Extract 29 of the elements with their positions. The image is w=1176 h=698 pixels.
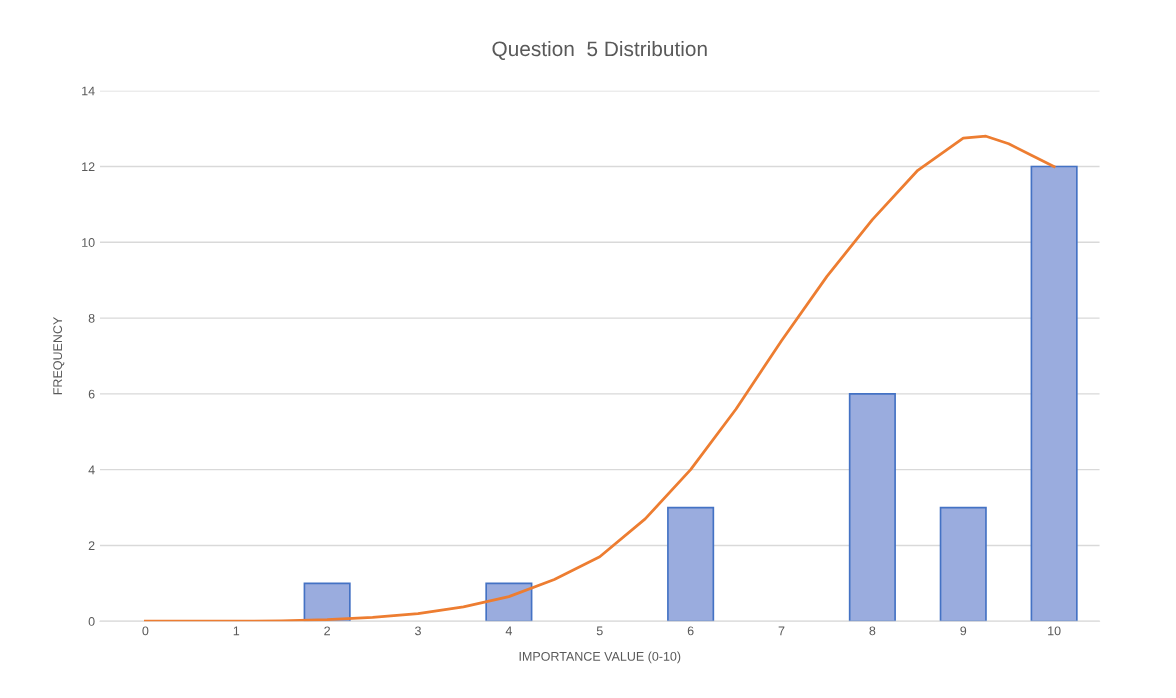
x-tick-label: 6 <box>687 626 694 636</box>
x-tick-label: 4 <box>505 626 512 636</box>
bar <box>485 582 533 622</box>
x-tick-label: 2 <box>324 626 330 636</box>
x-tick-label: 10 <box>1048 626 1061 636</box>
y-tick-label: 6 <box>88 389 95 399</box>
line-series <box>144 134 1056 622</box>
y-tick-label: 2 <box>88 541 95 550</box>
bar <box>1030 165 1078 622</box>
x-tick-label: 0 <box>142 626 149 636</box>
bar <box>667 506 715 622</box>
x-tick-label: 9 <box>960 626 967 636</box>
y-tick-label: 14 <box>82 86 95 96</box>
x-tick-label: 5 <box>596 626 603 636</box>
bar <box>939 506 987 622</box>
x-tick-label: 3 <box>415 626 421 636</box>
bar <box>848 393 896 622</box>
x-tick-label: 8 <box>869 626 876 636</box>
x-tick-label: 1 <box>233 626 240 636</box>
y-axis-title: FREQUENCY <box>53 317 65 395</box>
y-tick-label: 4 <box>88 465 95 475</box>
y-tick-label: 12 <box>82 162 95 172</box>
chart-title: Question 5 Distribution <box>492 40 707 60</box>
x-tick-label: 7 <box>778 626 785 636</box>
y-tick-label: 8 <box>88 313 95 323</box>
y-tick-label: 0 <box>88 617 95 626</box>
bar <box>303 582 351 622</box>
x-axis-title: IMPORTANCE VALUE (0-10) <box>519 651 681 664</box>
y-tick-label: 10 <box>82 238 95 247</box>
